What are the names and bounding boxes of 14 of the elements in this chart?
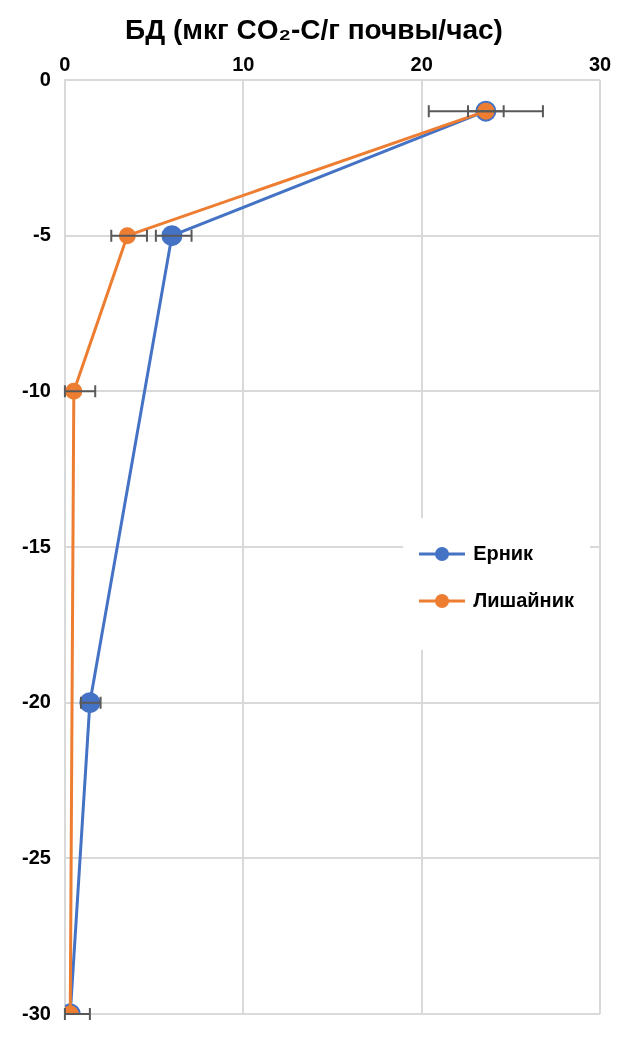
x-tick-label: 30 bbox=[588, 52, 612, 75]
chart-title: БД (мкг CO₂-C/г почвы/час) bbox=[124, 13, 504, 47]
y-tick-label: -5 bbox=[33, 223, 51, 246]
y-tick-label: -20 bbox=[22, 690, 51, 713]
y-tick-label: -10 bbox=[22, 378, 51, 401]
x-tick-label: 10 bbox=[232, 52, 255, 75]
legend-label: Лишайник bbox=[473, 589, 574, 612]
y-tick-label: -25 bbox=[22, 845, 51, 868]
y-tick-label: -30 bbox=[22, 1001, 51, 1024]
x-tick-label: 20 bbox=[410, 52, 433, 75]
x-tick-label: 0 bbox=[59, 52, 71, 75]
y-tick-label: -15 bbox=[22, 534, 51, 557]
legend-label: Ерник bbox=[473, 542, 534, 565]
y-tick-label: 0 bbox=[39, 67, 51, 90]
